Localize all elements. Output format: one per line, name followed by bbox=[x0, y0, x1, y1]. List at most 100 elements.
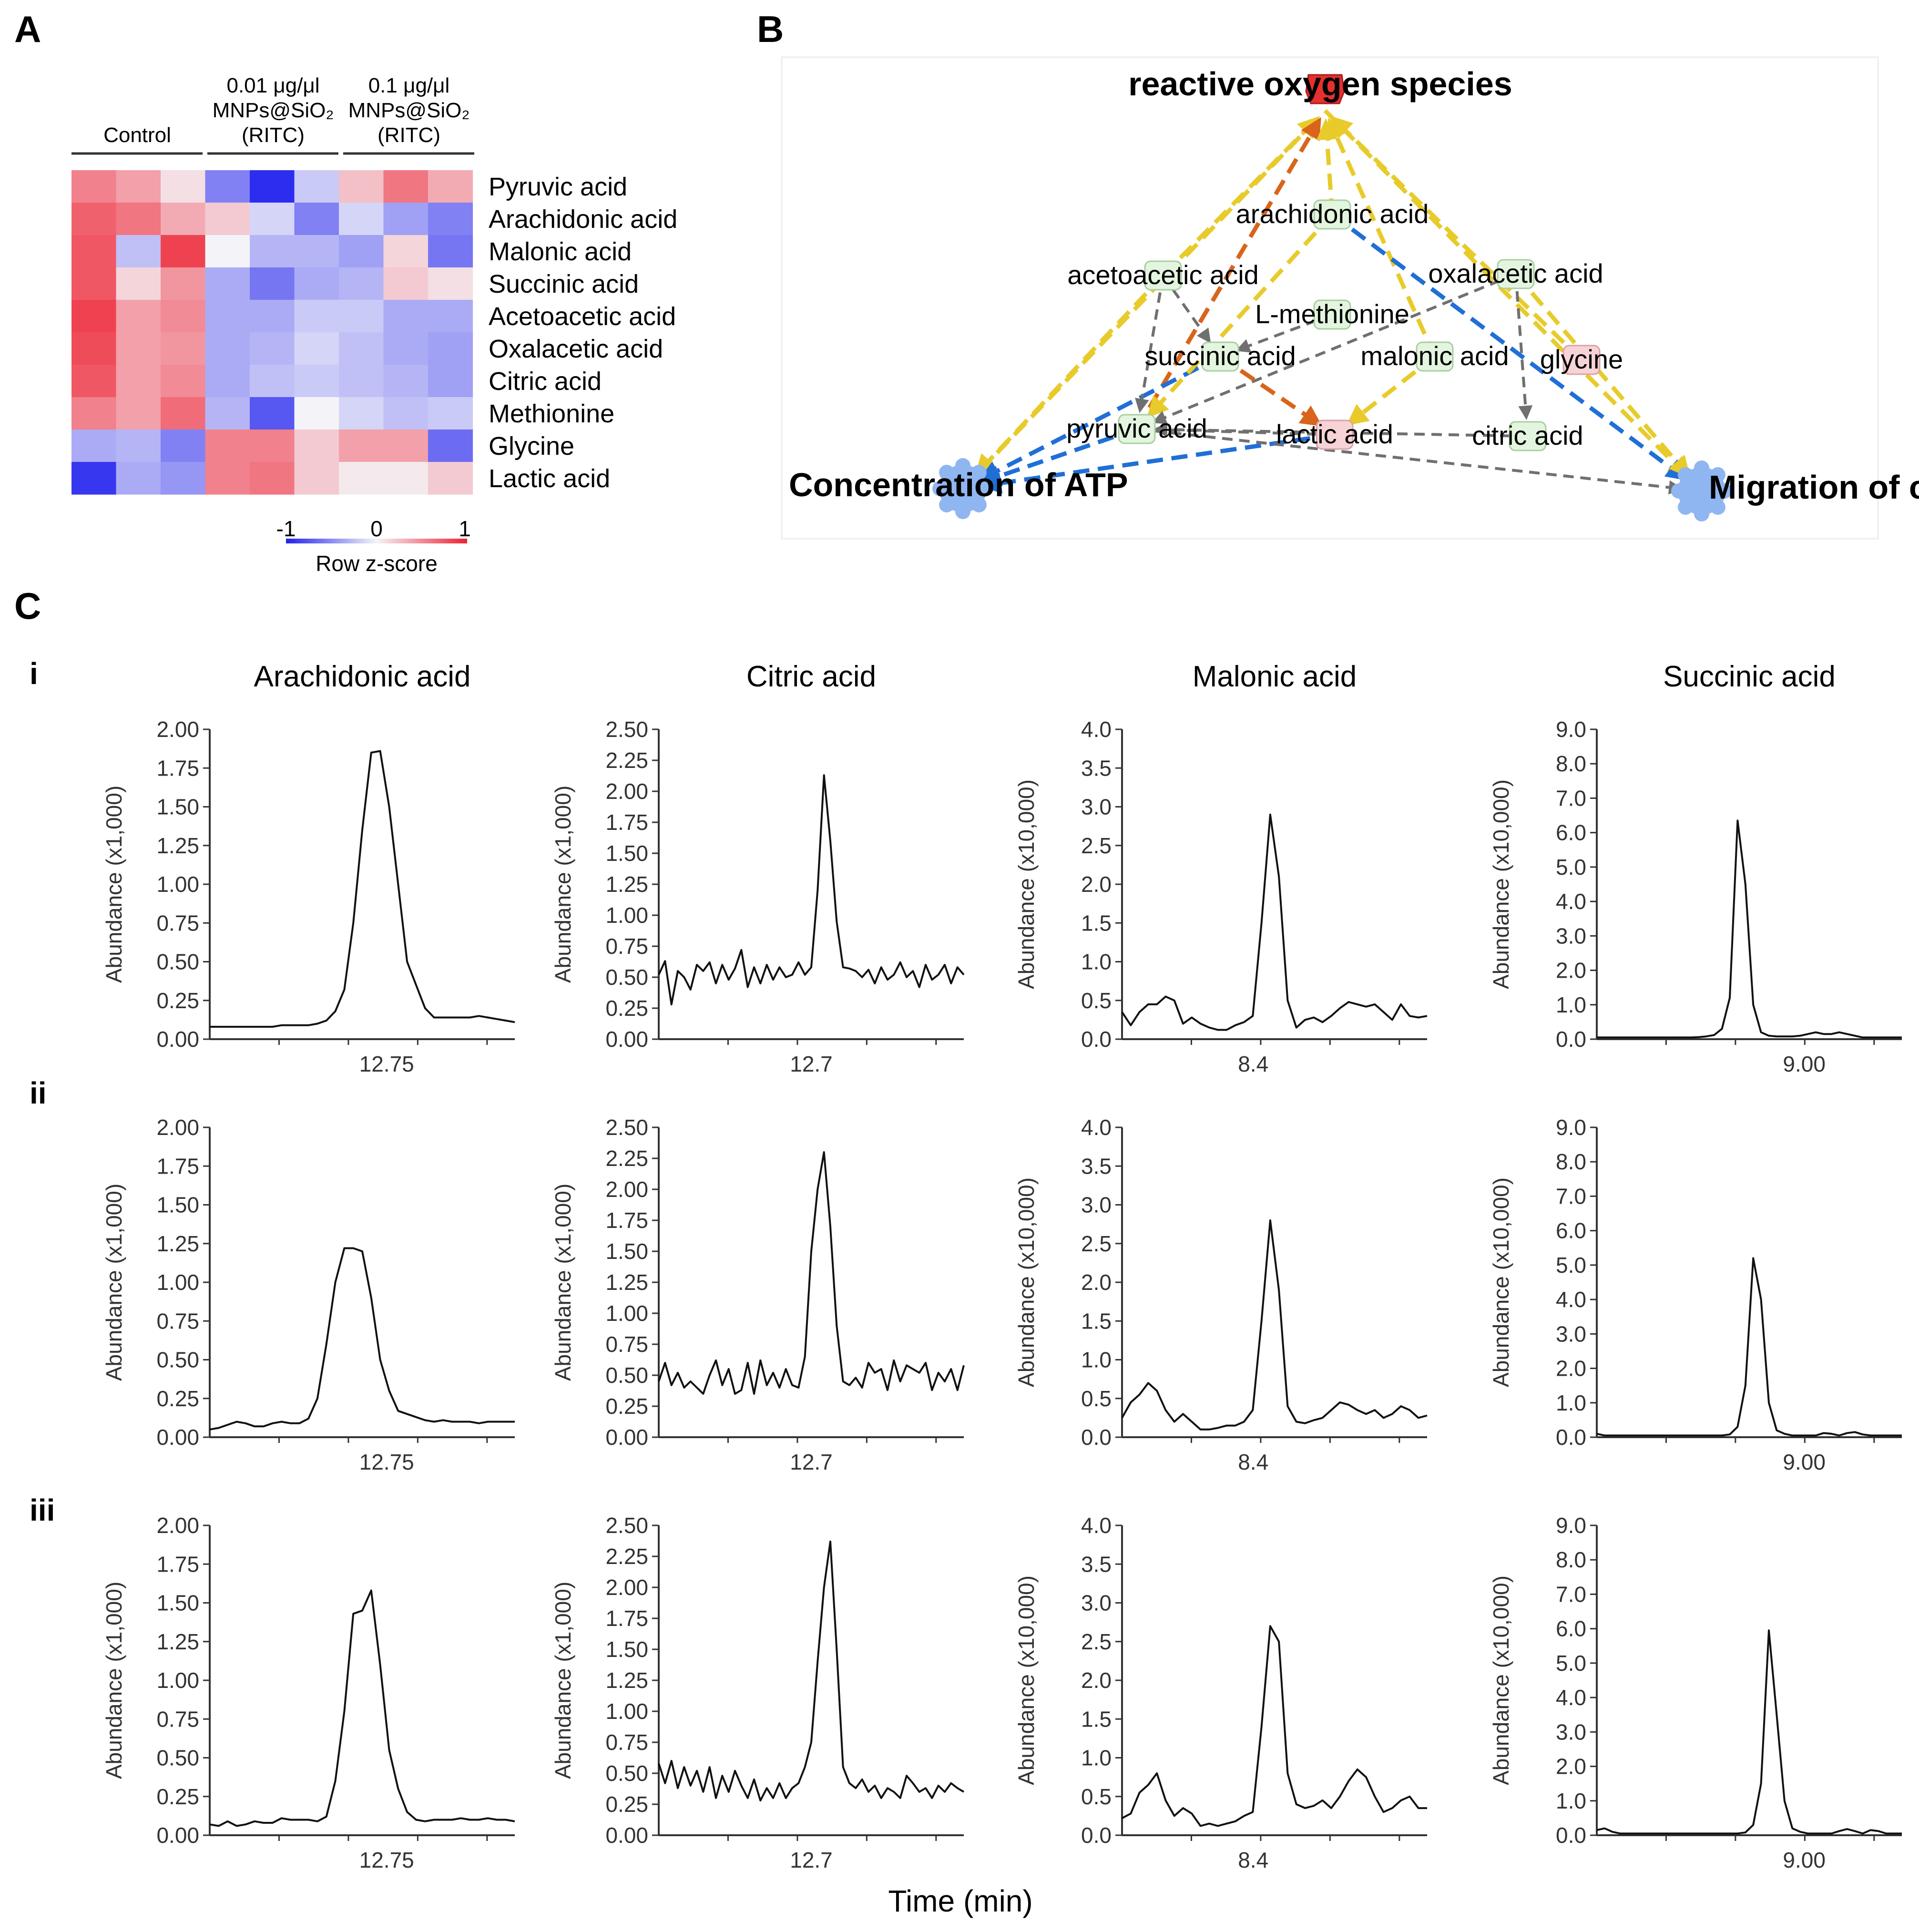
heatmap-cell bbox=[294, 462, 339, 495]
y-tick-label: 1.25 bbox=[605, 872, 648, 897]
metabolite-node-box bbox=[1497, 259, 1535, 289]
heatmap-row-label: Lactic acid bbox=[489, 464, 610, 493]
gear-icon bbox=[1671, 460, 1732, 521]
network-node-label: arachidonic acid bbox=[1236, 199, 1429, 229]
y-tick-label: 0.50 bbox=[156, 950, 199, 974]
heatmap-cell bbox=[116, 300, 161, 333]
network-edge-malonic-ros bbox=[1327, 117, 1437, 358]
y-tick-label: 1.75 bbox=[156, 1154, 199, 1178]
heatmap-cell bbox=[339, 365, 384, 398]
heatmap-cell bbox=[383, 397, 429, 430]
y-tick-label: 0.50 bbox=[156, 1348, 199, 1372]
y-tick-label: 2.0 bbox=[1556, 1754, 1586, 1779]
network-edge-succinic-atp bbox=[978, 354, 1222, 481]
chromatogram-plot: 0.0 0.5 1.0 1.5 2.0 2.5 3.0 3.5 4.0 8.4 Abundance … bbox=[1014, 1115, 1428, 1474]
heatmap-cell bbox=[428, 332, 473, 365]
network-edge-citric-pyruvic bbox=[1153, 422, 1528, 438]
y-tick-label: 0.00 bbox=[605, 1823, 648, 1848]
y-tick-label: 2.50 bbox=[605, 1513, 648, 1538]
x-axis-title: Time (min) bbox=[888, 1884, 1032, 1918]
y-tick-label: 0.75 bbox=[605, 1730, 648, 1755]
heatmap-cell bbox=[161, 235, 206, 268]
chromatogram-plot: 0.00 0.25 0.50 0.75 1.00 1.25 1.50 1.75 2.00 2.25… bbox=[551, 1513, 965, 1872]
heatmap-cell bbox=[294, 267, 339, 300]
x-tick-label: 9.00 bbox=[1783, 1052, 1826, 1076]
y-tick-label: 0.00 bbox=[156, 1027, 199, 1052]
heatmap-cells bbox=[71, 170, 473, 495]
heatmap-cell bbox=[250, 235, 295, 268]
heatmap-cell bbox=[428, 267, 473, 300]
y-tick-label: 1.00 bbox=[605, 903, 648, 928]
y-tick-label: 0.25 bbox=[605, 996, 648, 1021]
heatmap-row-label: Pyruvic acid bbox=[489, 173, 627, 201]
heatmap-row-label: Succinic acid bbox=[489, 270, 639, 298]
y-tick-label: 1.25 bbox=[605, 1668, 648, 1693]
y-tick-label: 1.0 bbox=[1556, 1390, 1586, 1415]
y-tick-label: 0.5 bbox=[1081, 1386, 1112, 1411]
chromatogram-trace bbox=[658, 1540, 965, 1802]
metabolite-node-box bbox=[1509, 421, 1547, 451]
network-node-label: Migration of cells bbox=[1709, 469, 1919, 506]
y-tick-label: 1.50 bbox=[156, 1193, 199, 1217]
column-title: Citric acid bbox=[746, 660, 876, 693]
heatmap-cell bbox=[339, 397, 384, 430]
x-tick-label: 12.75 bbox=[359, 1848, 414, 1872]
heatmap-cell bbox=[250, 300, 295, 333]
heatmap-cell bbox=[428, 203, 473, 235]
y-tick-label: 0.00 bbox=[605, 1425, 648, 1450]
y-tick-label: 0.00 bbox=[605, 1027, 648, 1052]
metabolite-node-box bbox=[1201, 341, 1239, 372]
network-node-labels: reactive oxygen species arachidonic acid a… bbox=[789, 65, 1919, 506]
heatmap-cell bbox=[339, 170, 384, 203]
y-tick-label: 2.00 bbox=[605, 1177, 648, 1202]
y-tick-label: 7.0 bbox=[1556, 1184, 1586, 1208]
heatmap-row-label: Acetoacetic acid bbox=[489, 302, 676, 331]
y-tick-label: 1.50 bbox=[605, 1637, 648, 1662]
y-tick-label: 3.0 bbox=[1556, 1321, 1586, 1346]
heatmap-cell bbox=[71, 332, 117, 365]
heatmap-cell bbox=[116, 429, 161, 462]
y-tick-label: 6.0 bbox=[1556, 1616, 1586, 1641]
network-node-label: Concentration of ATP bbox=[789, 466, 1128, 503]
y-tick-label: 1.00 bbox=[156, 1668, 199, 1693]
y-tick-label: 0.5 bbox=[1081, 1784, 1112, 1809]
y-tick-label: 2.50 bbox=[605, 717, 648, 742]
x-tick-label: 12.75 bbox=[359, 1052, 414, 1076]
chromatogram-column-titles: Arachidonic acid Citric acid Malonic acid S… bbox=[254, 660, 1836, 693]
heatmap-cell bbox=[205, 235, 250, 268]
heatmap-cell bbox=[428, 300, 473, 333]
row-label: iii bbox=[30, 1493, 55, 1527]
chromatogram-plot: 0.0 0.5 1.0 1.5 2.0 2.5 3.0 3.5 4.0 8.4 Abundance … bbox=[1014, 1513, 1427, 1872]
y-tick-label: 3.0 bbox=[1081, 795, 1112, 819]
heatmap-cell bbox=[339, 332, 384, 365]
network-edge-acetoacetic-atp bbox=[974, 274, 1165, 476]
colorbar bbox=[286, 539, 467, 543]
y-tick-label: 1.00 bbox=[156, 1270, 199, 1295]
panel-label-a: A bbox=[14, 8, 41, 50]
chromatogram-trace bbox=[210, 750, 515, 1028]
heatmap-cell bbox=[71, 203, 117, 235]
network-node-label: glycine bbox=[1540, 344, 1623, 374]
y-tick-label: 2.0 bbox=[1081, 1668, 1112, 1693]
y-tick-label: 2.25 bbox=[605, 1544, 648, 1569]
heatmap-cell bbox=[116, 332, 161, 365]
network-node-label: reactive oxygen species bbox=[1128, 65, 1512, 102]
y-tick-label: 0.50 bbox=[156, 1746, 199, 1770]
metabolite-node-box bbox=[1313, 199, 1351, 230]
y-tick-label: 1.75 bbox=[605, 810, 648, 835]
x-tick-label: 12.7 bbox=[790, 1450, 833, 1474]
heatmap-cell bbox=[161, 397, 206, 430]
heatmap-cell bbox=[428, 429, 473, 462]
heatmap-cell bbox=[383, 170, 429, 203]
network-edge-acetoacetic-succinic bbox=[1162, 275, 1211, 344]
y-tick-label: 1.50 bbox=[156, 795, 199, 819]
heatmap-cell bbox=[339, 235, 384, 268]
heatmap-group-header-line: MNPs@SiO₂ bbox=[348, 99, 470, 122]
y-tick-label: 4.0 bbox=[1556, 1287, 1586, 1312]
network-edge-arachidonic-ros bbox=[1316, 118, 1338, 215]
y-tick-label: 7.0 bbox=[1556, 1582, 1586, 1606]
y-tick-label: 0.0 bbox=[1556, 1027, 1586, 1052]
heatmap-cell bbox=[71, 429, 117, 462]
